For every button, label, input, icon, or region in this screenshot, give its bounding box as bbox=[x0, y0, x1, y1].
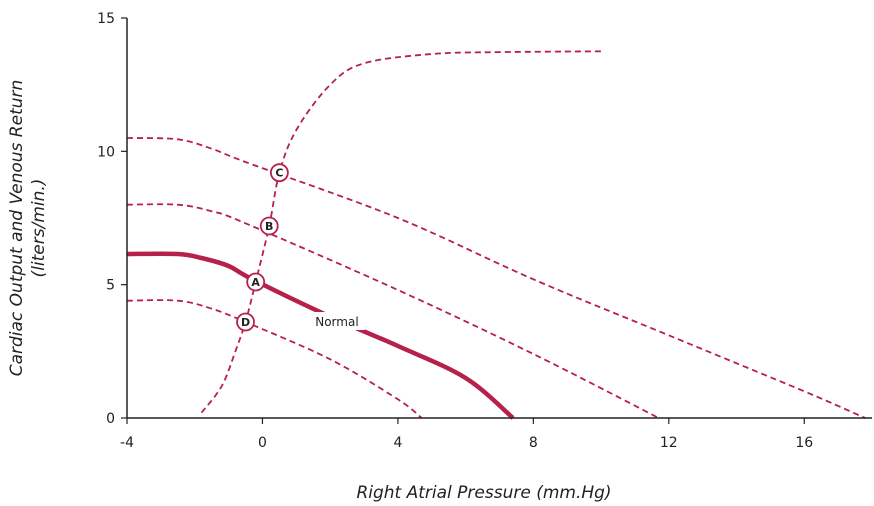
y-tick-label: 0 bbox=[106, 411, 115, 427]
y-axis-title-group: Cardiac Output and Venous Return (liters… bbox=[7, 80, 49, 377]
annotation-background bbox=[306, 312, 365, 330]
dashed-curve-3 bbox=[126, 137, 866, 419]
point-label-c: C bbox=[275, 167, 283, 180]
point-label-d: D bbox=[241, 316, 250, 329]
x-axis-title: Right Atrial Pressure (mm.Hg) bbox=[356, 483, 611, 503]
point-marker-a bbox=[246, 272, 266, 292]
dashed-curve-1 bbox=[126, 299, 423, 419]
axes-layer bbox=[126, 18, 872, 419]
point-markers-layer: A B C D bbox=[236, 163, 289, 332]
y-axis-title: Cardiac Output and Venous Return bbox=[7, 80, 27, 377]
curves-layer bbox=[126, 50, 866, 420]
point-marker-b bbox=[259, 216, 279, 236]
x-tick-label: 0 bbox=[258, 435, 267, 451]
normal-curve bbox=[126, 251, 515, 420]
annotations-layer: Normal bbox=[306, 312, 365, 330]
dashed-curve-4 bbox=[200, 50, 602, 414]
point-marker-d bbox=[236, 312, 255, 332]
y-tick-label: 15 bbox=[97, 11, 115, 27]
y-tick-label: 5 bbox=[106, 278, 115, 294]
x-tick-label: 8 bbox=[529, 435, 538, 451]
point-marker-c bbox=[269, 163, 289, 183]
y-axis-title-line2: (liters/min.) bbox=[29, 179, 49, 278]
y-tick-label: 10 bbox=[97, 144, 115, 160]
ticks-layer: -4 0 4 8 12 16 0 5 10 15 bbox=[97, 11, 813, 451]
point-label-a: A bbox=[251, 276, 260, 289]
dashed-curve-2 bbox=[126, 203, 660, 419]
x-tick-label: -4 bbox=[120, 435, 134, 451]
point-label-b: B bbox=[265, 220, 273, 233]
x-tick-label: 4 bbox=[393, 435, 402, 451]
x-tick-label: 12 bbox=[660, 435, 678, 451]
x-tick-label: 16 bbox=[795, 435, 813, 451]
annotation-label: Normal bbox=[315, 315, 358, 329]
